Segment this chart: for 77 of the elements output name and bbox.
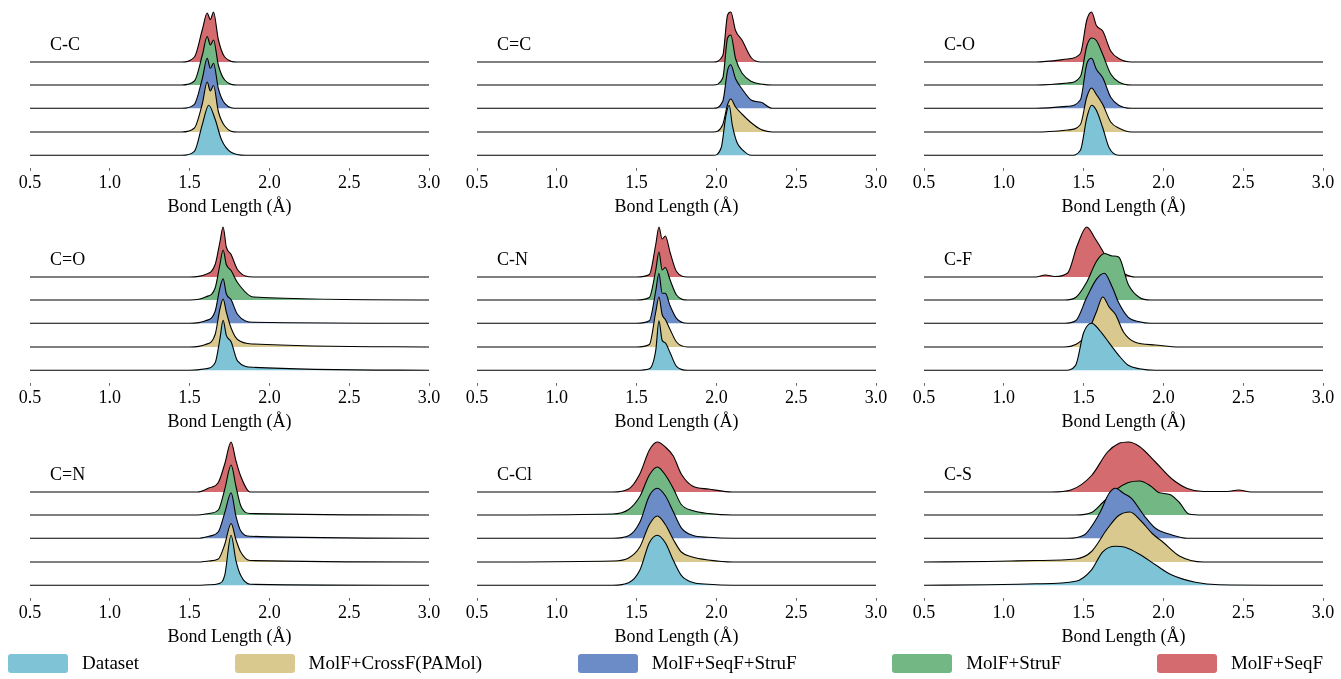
x-tick-label: 2.0 [258, 172, 281, 193]
text: C-S [944, 463, 973, 484]
text: C-N [497, 248, 528, 269]
x-tick-label: 1.0 [98, 387, 122, 408]
x-tick-label: 3.0 [864, 602, 888, 623]
x-tick-label: 2.0 [705, 172, 728, 193]
x-axis-title: Bond Length (Å) [1061, 410, 1186, 432]
x-axis-title: Bond Length (Å) [167, 410, 292, 432]
x-tick-label: 2.0 [258, 387, 281, 408]
x-tick-label: 2.0 [705, 387, 728, 408]
x-tick-label: 0.5 [912, 172, 936, 193]
x-tick-label: 2.0 [705, 602, 728, 623]
x-tick-label: 2.5 [1231, 387, 1255, 408]
x-tick-label: 2.0 [1152, 387, 1175, 408]
text: C=N [50, 463, 86, 484]
text: C=C [497, 33, 532, 54]
text: C-Cl [497, 463, 533, 484]
x-tick-label: 3.0 [417, 387, 441, 408]
x-tick-label: 1.5 [178, 602, 201, 623]
legend-label: MolF+SeqF [1230, 652, 1323, 674]
x-tick-label: 0.5 [18, 602, 42, 623]
x-axis-title: Bond Length (Å) [167, 195, 292, 217]
x-tick-label: 1.0 [545, 172, 569, 193]
x-tick-label: 1.0 [545, 387, 569, 408]
x-tick-label: 2.0 [1152, 602, 1175, 623]
x-tick-label: 0.5 [18, 172, 42, 193]
x-tick-label: 2.5 [784, 172, 808, 193]
legend-label: MolF+CrossF(PAMol) [308, 652, 483, 674]
x-tick-label: 3.0 [417, 602, 441, 623]
x-tick-label: 1.5 [1072, 602, 1095, 623]
x-tick-label: 0.5 [465, 602, 489, 623]
x-axis-title: Bond Length (Å) [1061, 195, 1186, 217]
x-axis-title: Bond Length (Å) [1061, 625, 1186, 647]
text: C-F [944, 248, 973, 269]
x-tick-label: 0.5 [912, 387, 936, 408]
x-tick-label: 3.0 [864, 172, 888, 193]
x-tick-label: 1.0 [992, 172, 1016, 193]
x-tick-label: 1.5 [178, 387, 201, 408]
x-tick-label: 2.5 [784, 387, 808, 408]
x-tick-label: 2.5 [337, 172, 361, 193]
x-tick-label: 1.0 [992, 387, 1016, 408]
text: C-O [944, 33, 975, 54]
x-tick-label: 3.0 [1311, 602, 1335, 623]
x-tick-label: 3.0 [864, 387, 888, 408]
x-tick-label: 0.5 [465, 387, 489, 408]
x-tick-label: 2.5 [337, 602, 361, 623]
x-tick-label: 0.5 [465, 172, 489, 193]
x-axis-title: Bond Length (Å) [167, 625, 292, 647]
x-tick-label: 2.5 [337, 387, 361, 408]
x-tick-label: 2.5 [1231, 602, 1255, 623]
x-tick-label: 2.0 [1152, 172, 1175, 193]
x-tick-label: 1.5 [1072, 387, 1095, 408]
x-axis-title: Bond Length (Å) [614, 625, 739, 647]
x-tick-label: 1.5 [1072, 172, 1095, 193]
x-tick-label: 2.0 [258, 602, 281, 623]
x-tick-label: 1.0 [545, 602, 569, 623]
x-tick-label: 2.5 [784, 602, 808, 623]
x-tick-label: 2.5 [1231, 172, 1255, 193]
x-tick-label: 0.5 [18, 387, 42, 408]
x-axis-title: Bond Length (Å) [614, 195, 739, 217]
x-tick-label: 3.0 [1311, 387, 1335, 408]
legend-label: MolF+StruF [966, 652, 1062, 674]
legend-label: MolF+SeqF+StruF [651, 652, 797, 674]
x-tick-label: 3.0 [417, 172, 441, 193]
x-tick-label: 1.5 [178, 172, 201, 193]
x-axis-title: Bond Length (Å) [614, 410, 739, 432]
x-tick-label: 1.0 [98, 172, 122, 193]
x-tick-label: 1.5 [625, 387, 648, 408]
x-tick-label: 1.5 [625, 172, 648, 193]
x-tick-label: 1.5 [625, 602, 648, 623]
x-tick-label: 1.0 [992, 602, 1016, 623]
legend-label: Dataset [82, 652, 139, 674]
text: C=O [50, 248, 86, 269]
x-tick-label: 0.5 [912, 602, 936, 623]
x-tick-label: 1.0 [98, 602, 122, 623]
x-tick-label: 3.0 [1311, 172, 1335, 193]
text: C-C [50, 33, 81, 54]
